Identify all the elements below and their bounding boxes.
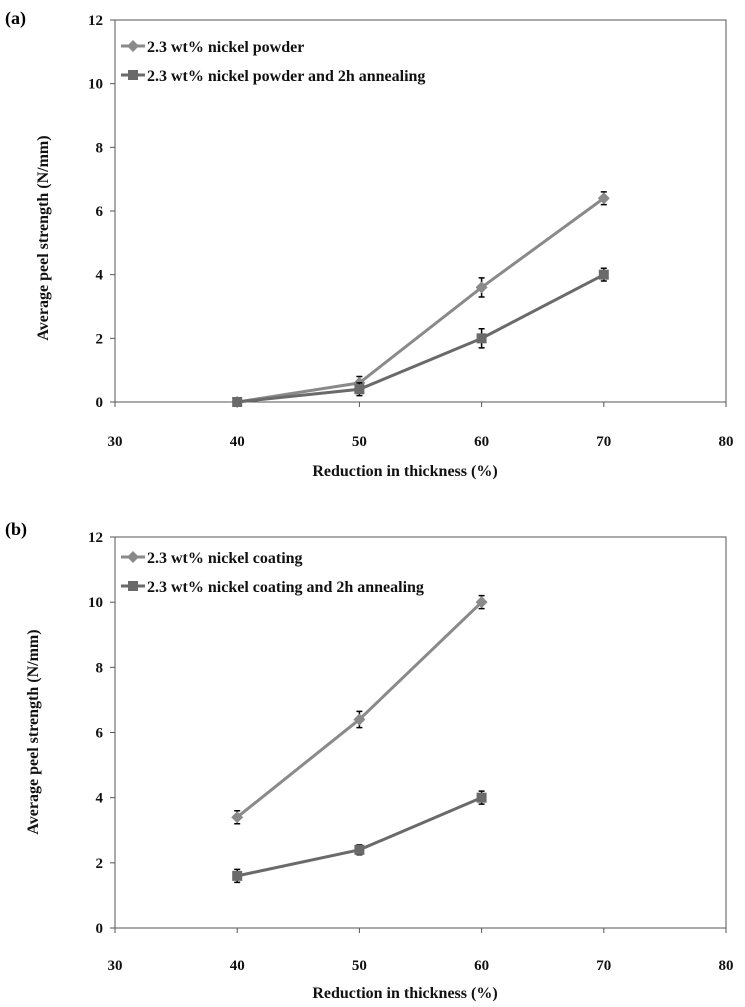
- data-point-b-1-2: [476, 792, 487, 803]
- legend-a: 2.3 wt% nickel powder 2.3 wt% nickel pow…: [121, 39, 425, 85]
- data-point-a-0-3: [597, 192, 610, 205]
- x-tick-label-b-3: 60: [474, 958, 489, 974]
- legend-label-b-0: 2.3 wt% nickel coating: [147, 550, 303, 567]
- legend-marker-b-1: [128, 581, 138, 591]
- x-axis-title-b: Reduction in thickness (%): [312, 985, 497, 1002]
- y-tick-label-b-5: 10: [88, 595, 103, 611]
- chart-panel-b: (b) 0 2 4 6 8 10 12 30 40 50 60 70 80 Reduction in t…: [5, 519, 734, 1002]
- panel-label-b: (b): [5, 519, 27, 540]
- ticks-b: 0 2 4 6 8 10 12 30 40 50 60 70 80: [88, 530, 734, 974]
- x-axis-title-a: Reduction in thickness (%): [312, 463, 497, 480]
- data-point-b-0-2: [475, 596, 488, 609]
- series-line-a-1: [237, 273, 605, 404]
- legend-label-a-0: 2.3 wt% nickel powder: [147, 39, 304, 56]
- y-tick-label-a-2: 4: [96, 268, 104, 284]
- data-point-a-1-3: [598, 269, 609, 280]
- data-point-a-0-2: [475, 281, 488, 294]
- y-axis-title-b: Average peel strength (N/mm): [25, 629, 42, 834]
- x-tick-label-a-5: 80: [719, 434, 734, 450]
- x-tick-label-a-4: 70: [596, 434, 611, 450]
- legend-b: 2.3 wt% nickel coating 2.3 wt% nickel co…: [121, 550, 424, 596]
- data-point-a-1-1: [354, 384, 365, 395]
- x-tick-label-b-1: 40: [230, 958, 245, 974]
- legend-marker-a-0: [127, 40, 139, 52]
- series-line-a-0: [236, 197, 605, 404]
- chart-panel-a: (a) 0 2 4 6 8 10 12 30 40 50 60 70 80 Reduction in t…: [5, 8, 734, 480]
- data-point-b-1-1: [354, 844, 365, 855]
- y-tick-label-a-5: 10: [88, 77, 103, 93]
- y-tick-label-b-4: 8: [96, 660, 104, 676]
- x-tick-label-a-1: 40: [230, 434, 245, 450]
- panel-label-a: (a): [5, 8, 26, 29]
- data-point-b-0-0: [231, 811, 244, 824]
- x-tick-label-a-3: 60: [474, 434, 489, 450]
- x-tick-label-b-2: 50: [352, 958, 367, 974]
- x-tick-label-a-0: 30: [108, 434, 123, 450]
- y-axis-title-a: Average peel strength (N/mm): [35, 135, 52, 340]
- x-tick-label-b-5: 80: [719, 958, 734, 974]
- y-tick-label-a-0: 0: [96, 395, 104, 411]
- y-tick-label-b-6: 12: [88, 530, 103, 546]
- legend-marker-b-0: [127, 551, 139, 563]
- series-a: [231, 191, 610, 408]
- legend-label-b-1: 2.3 wt% nickel coating and 2h annealing: [147, 579, 424, 596]
- y-tick-label-a-6: 12: [88, 13, 103, 29]
- series-line-b-1: [236, 796, 483, 878]
- data-point-b-0-1: [353, 713, 366, 726]
- x-tick-label-a-2: 50: [352, 434, 367, 450]
- y-tick-label-a-3: 6: [96, 204, 104, 220]
- data-point-a-1-2: [476, 333, 487, 344]
- y-tick-label-a-1: 2: [96, 331, 104, 347]
- y-tick-label-b-3: 6: [96, 726, 104, 742]
- series-line-b-0: [236, 601, 483, 819]
- series-b: [231, 594, 488, 884]
- legend-label-a-1: 2.3 wt% nickel powder and 2h annealing: [147, 68, 425, 85]
- y-tick-label-b-2: 4: [96, 791, 104, 807]
- x-tick-label-b-4: 70: [596, 958, 611, 974]
- y-tick-label-b-1: 2: [96, 856, 104, 872]
- x-tick-label-b-0: 30: [108, 958, 123, 974]
- legend-marker-a-1: [128, 70, 138, 80]
- data-point-a-1-0: [232, 397, 243, 407]
- y-tick-label-a-4: 8: [96, 140, 104, 156]
- y-tick-label-b-0: 0: [96, 921, 104, 937]
- data-point-b-1-0: [232, 870, 243, 881]
- ticks-a: 0 2 4 6 8 10 12 30 40 50 60 70 80: [88, 13, 734, 450]
